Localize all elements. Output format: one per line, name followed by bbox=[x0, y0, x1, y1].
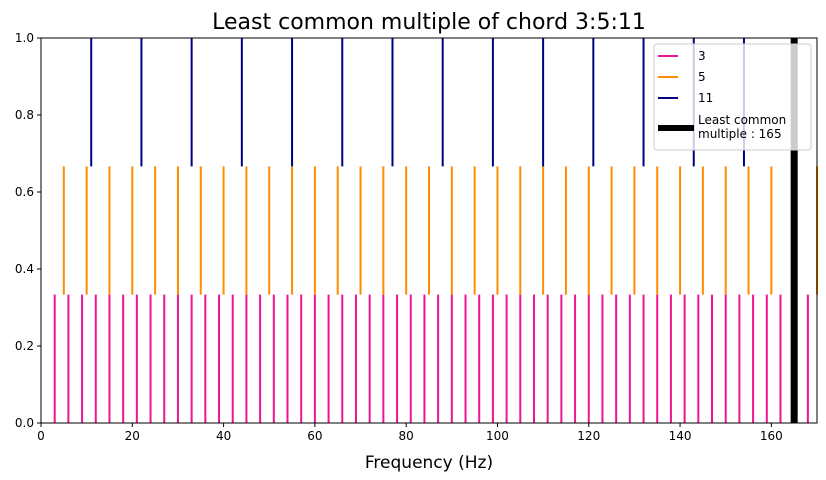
chart-title: Least common multiple of chord 3:5:11 bbox=[212, 10, 646, 35]
x-tick-label: 60 bbox=[307, 429, 322, 443]
x-tick-label: 80 bbox=[399, 429, 414, 443]
y-tick-label: 0.2 bbox=[15, 339, 34, 353]
y-tick-label: 0.8 bbox=[15, 108, 34, 122]
x-tick-label: 0 bbox=[37, 429, 45, 443]
plot-frame bbox=[40, 37, 818, 424]
legend-label-11: 11 bbox=[698, 91, 713, 105]
y-tick-label: 1.0 bbox=[15, 31, 34, 45]
legend-label-5: 5 bbox=[698, 70, 706, 84]
x-tick-label: 120 bbox=[577, 429, 600, 443]
legend-label-3: 3 bbox=[698, 49, 706, 63]
y-axis: 0.0 0.2 0.4 0.6 0.8 1.0 bbox=[15, 31, 41, 430]
y-tick-label: 0.4 bbox=[15, 262, 34, 276]
x-tick-label: 140 bbox=[669, 429, 692, 443]
x-axis: 0 20 40 60 80 100 120 140 160 bbox=[37, 423, 783, 443]
y-tick-label: 0.0 bbox=[15, 416, 34, 430]
legend-box bbox=[653, 43, 812, 151]
x-tick-label: 40 bbox=[216, 429, 231, 443]
x-axis-label: Frequency (Hz) bbox=[365, 453, 493, 473]
x-tick-label: 20 bbox=[125, 429, 140, 443]
x-tick-label: 100 bbox=[486, 429, 509, 443]
legend-label-lcm: Least common multiple : 165 bbox=[698, 113, 786, 141]
legend: 3 5 11 Least common multiple : 165 bbox=[653, 43, 812, 151]
x-tick-label: 160 bbox=[760, 429, 783, 443]
y-tick-label: 0.6 bbox=[15, 185, 34, 199]
